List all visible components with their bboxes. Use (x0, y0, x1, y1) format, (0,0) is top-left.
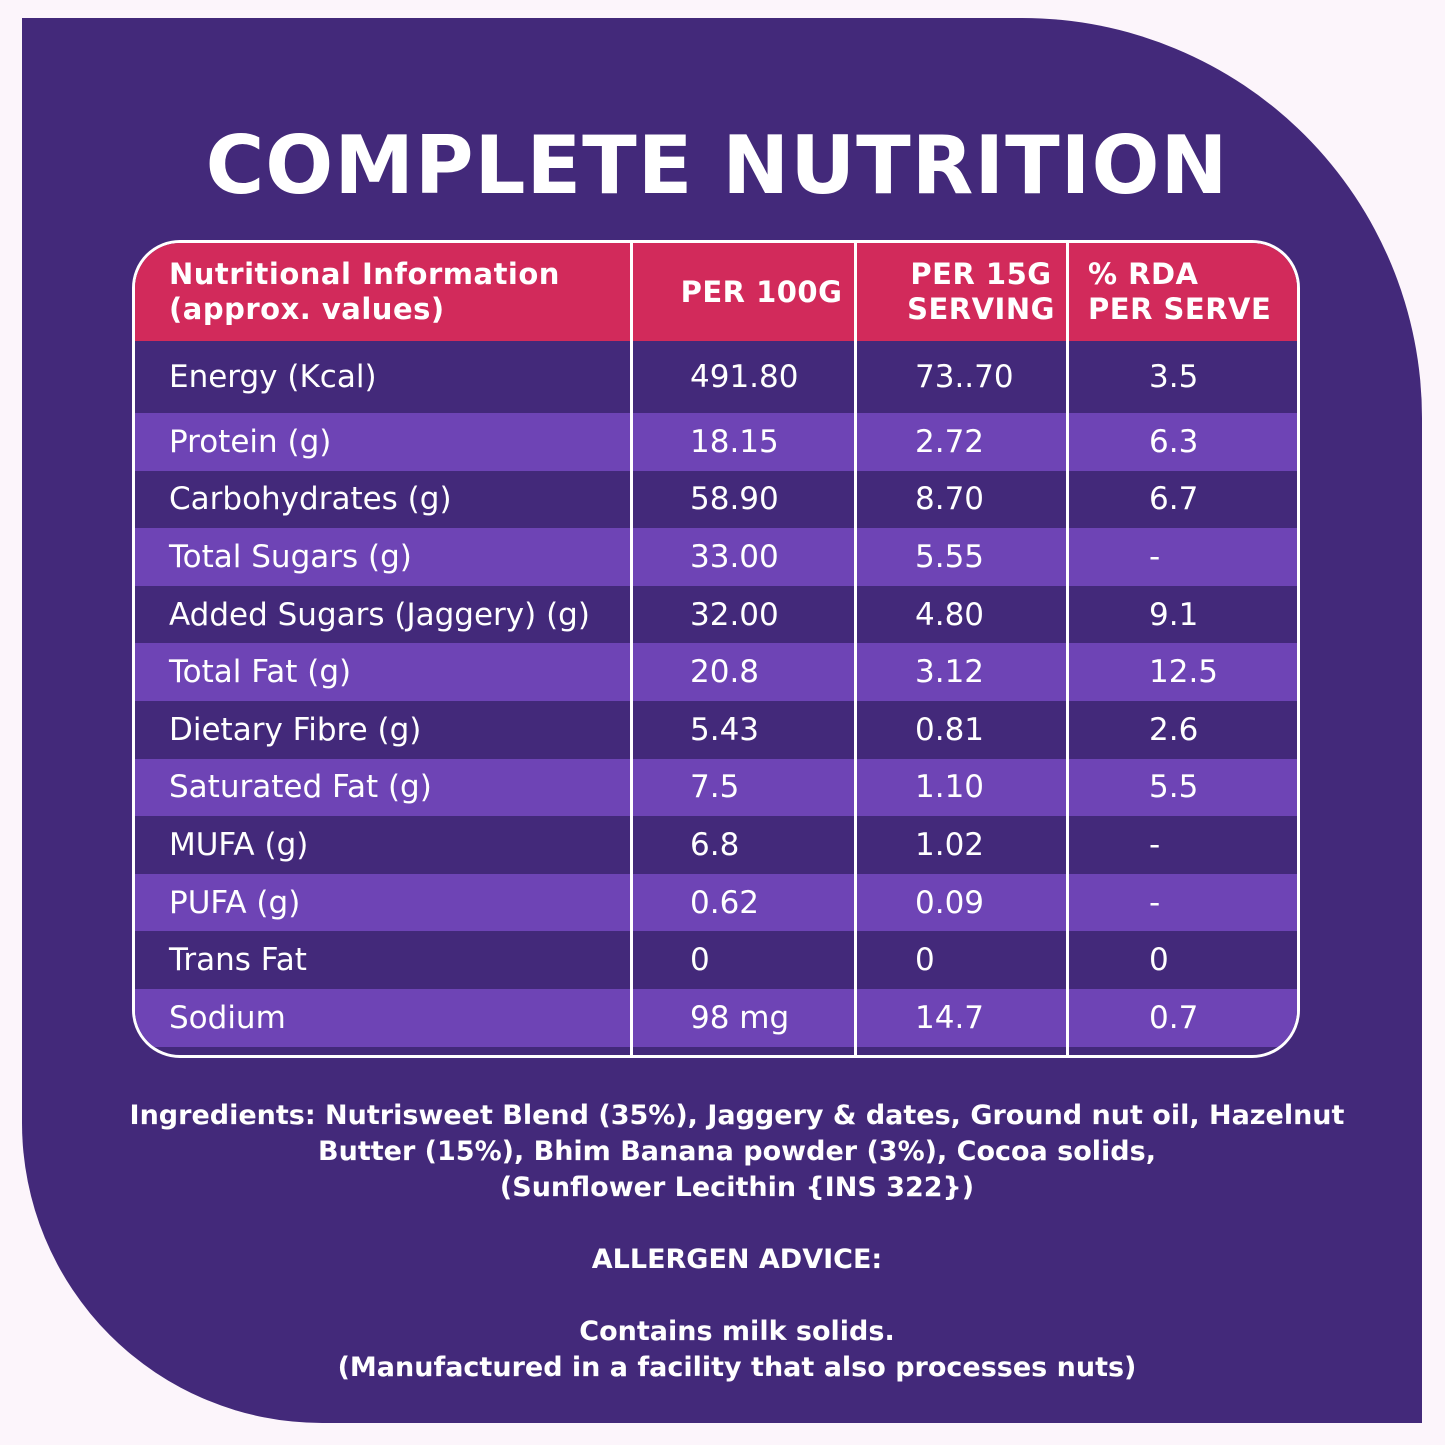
value-per-100g: 491.80 (690, 359, 799, 395)
ingredients-line: Ingredients: Nutrisweet Blend (35%), Jag… (129, 1100, 1345, 1131)
header-per-15g-serving: PER 15G SERVING (876, 243, 1086, 341)
value-per-100g: 5.43 (690, 711, 760, 748)
table-row: PUFA (g) 0.62 0.09 - (135, 873, 1297, 932)
table-row: Carbohydrates (g) 58.90 8.70 6.7 (135, 470, 1297, 529)
value-per-100g: 0.62 (690, 884, 760, 921)
table-row: Total Sugars (g) 33.00 5.55 - (135, 528, 1297, 586)
column-divider (854, 243, 857, 1055)
header-label: Nutritional Information (169, 257, 560, 292)
value-rda: 0 (1149, 942, 1169, 979)
table-row: Sodium 98 mg 14.7 0.7 (135, 988, 1297, 1047)
column-divider (1066, 243, 1069, 1055)
page-title: COMPLETE NUTRITION (205, 119, 1229, 212)
nutrition-table: Nutritional Information (approx. values)… (132, 240, 1300, 1058)
allergen-line: (Manufactured in a facility that also pr… (337, 1352, 1137, 1383)
value-per-100g: 33.00 (690, 538, 779, 575)
table-row: Energy (Kcal) 491.80 73..70 3.5 (135, 341, 1297, 413)
header-label: SERVING (907, 292, 1055, 326)
nutrient-name: Saturated Fat (g) (169, 769, 432, 806)
header-per-100g: PER 100G (649, 243, 874, 341)
value-per-100g: 6.8 (690, 826, 740, 863)
value-rda: - (1149, 826, 1161, 863)
value-rda: - (1149, 538, 1161, 575)
value-rda: 0.7 (1149, 999, 1199, 1036)
nutrient-name: MUFA (g) (169, 826, 309, 863)
header-rda-per-serve: % RDA PER SERVE (1088, 243, 1271, 341)
header-label: PER 100G (680, 274, 843, 309)
value-per-15g: 1.02 (915, 826, 985, 863)
header-label: PER 15G (910, 257, 1052, 292)
value-per-15g: 0 (915, 942, 935, 979)
nutrient-name: Sodium (169, 999, 286, 1036)
value-per-100g: 0 (690, 942, 710, 979)
value-per-100g: 20.8 (690, 654, 760, 691)
allergen-advice: Contains milk solids. (Manufactured in a… (122, 1314, 1352, 1386)
value-rda: 3.5 (1149, 359, 1199, 395)
value-per-100g: 18.15 (690, 423, 779, 460)
value-rda: 9.1 (1149, 596, 1199, 633)
value-rda: 12.5 (1149, 654, 1219, 691)
value-per-100g: 32.00 (690, 596, 779, 633)
header-nutritional-information: Nutritional Information (approx. values) (169, 243, 560, 341)
value-per-15g: 0.09 (915, 884, 985, 921)
table-row: Trans Fat 0 0 0 (135, 931, 1297, 989)
value-rda: 5.5 (1149, 769, 1199, 806)
table-row: Added Sugars (Jaggery) (g) 32.00 4.80 9.1 (135, 585, 1297, 644)
header-label: PER SERVE (1088, 292, 1272, 326)
nutrient-name: Carbohydrates (g) (169, 481, 452, 518)
nutrient-name: Dietary Fibre (g) (169, 711, 422, 748)
value-per-15g: 0.81 (915, 711, 985, 748)
value-per-100g: 7.5 (690, 769, 740, 806)
ingredients-line: Butter (15%), Bhim Banana powder (3%), C… (318, 1136, 1156, 1167)
nutrient-name: Total Sugars (g) (169, 538, 412, 575)
nutrient-name: Trans Fat (169, 942, 307, 979)
table-row: Protein (g) 18.15 2.72 6.3 (135, 413, 1297, 471)
value-per-100g: 58.90 (690, 481, 779, 518)
value-per-15g: 14.7 (915, 999, 985, 1036)
header-label: % RDA (1088, 257, 1199, 292)
nutrient-name: Energy (Kcal) (169, 359, 377, 395)
ingredients-line: (Sunflower Lecithin {INS 322}) (499, 1172, 975, 1203)
value-per-15g: 8.70 (915, 481, 985, 518)
allergen-line: Contains milk solids. (579, 1316, 895, 1347)
nutrient-name: Total Fat (g) (169, 654, 352, 691)
value-per-100g: 98 mg (690, 999, 790, 1036)
value-rda: 2.6 (1149, 711, 1199, 748)
nutrient-name: Added Sugars (Jaggery) (g) (169, 596, 590, 633)
nutrient-name: PUFA (g) (169, 884, 301, 921)
value-per-15g: 73..70 (915, 359, 1014, 395)
table-row: Dietary Fibre (g) 5.43 0.81 2.6 (135, 700, 1297, 759)
value-per-15g: 3.12 (915, 654, 985, 691)
value-rda: 6.3 (1149, 423, 1199, 460)
table-body: Energy (Kcal) 491.80 73..70 3.5 Protein (g) 1… (135, 341, 1297, 1047)
ingredients-text: Ingredients: Nutrisweet Blend (35%), Jag… (122, 1098, 1352, 1206)
value-per-15g: 5.55 (915, 538, 985, 575)
nutrition-panel: COMPLETE NUTRITION Nutritional Informati… (22, 18, 1422, 1423)
value-rda: 6.7 (1149, 481, 1199, 518)
table-header: Nutritional Information (approx. values)… (135, 243, 1297, 341)
value-rda: - (1149, 884, 1161, 921)
table-row: Saturated Fat (g) 7.5 1.10 5.5 (135, 758, 1297, 817)
table-row: MUFA (g) 6.8 1.02 - (135, 816, 1297, 874)
value-per-15g: 2.72 (915, 423, 985, 460)
table-row: Total Fat (g) 20.8 3.12 12.5 (135, 643, 1297, 701)
header-label: (approx. values) (169, 292, 445, 326)
allergen-heading: ALLERGEN ADVICE: (591, 1244, 883, 1275)
value-per-15g: 4.80 (915, 596, 985, 633)
column-divider (630, 243, 633, 1055)
value-per-15g: 1.10 (915, 769, 985, 806)
nutrient-name: Protein (g) (169, 423, 332, 460)
